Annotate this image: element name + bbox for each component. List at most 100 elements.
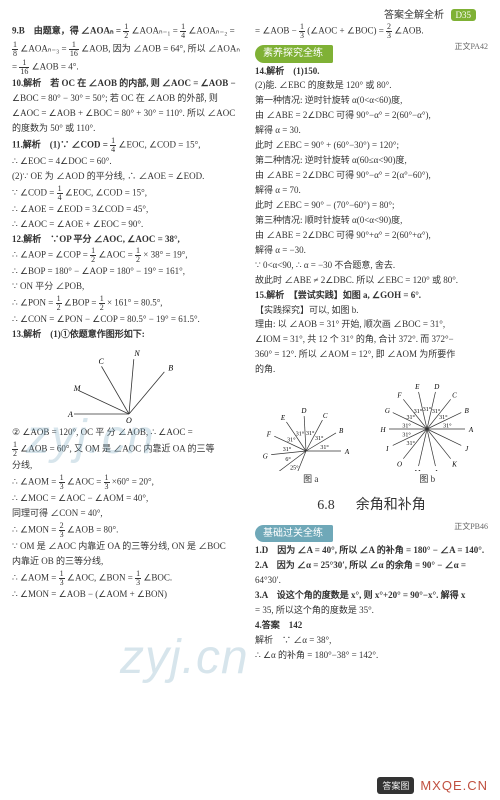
section-6-8: 6.8 余角和补角 bbox=[255, 495, 488, 517]
svg-text:E: E bbox=[414, 383, 420, 391]
svg-text:31°: 31° bbox=[320, 444, 329, 451]
svg-text:M: M bbox=[72, 384, 81, 393]
q14-l5: 解得 α = 30. bbox=[255, 124, 488, 138]
svg-text:E: E bbox=[280, 414, 286, 422]
b-q3l1: 3.A 设这个角的度数是 x°, 则 x°+20° = 90°−x°. 解得 x bbox=[255, 589, 488, 603]
svg-text:31°: 31° bbox=[432, 408, 441, 415]
b-q2l1: 2.A 因为 ∠α = 25°30′, 所以 ∠α 的余角 = 90° − ∠α… bbox=[255, 559, 488, 573]
svg-text:G: G bbox=[262, 452, 267, 460]
svg-text:B: B bbox=[465, 407, 470, 415]
q12-line6: ∴ ∠CON = ∠PON − ∠COP = 80.5° − 19° = 61.… bbox=[12, 313, 245, 327]
q11-line2: ∴ ∠EOC = 4∠DOC = 60°. bbox=[12, 155, 245, 169]
fig-b-wrap: ABCDEFGHIOMLKJ31°31°31°31°31°31°31°31°31… bbox=[372, 381, 482, 487]
q13-afterfig: ② ∠AOB = 120°, OC 平 分 ∠AOB, ∴ ∠AOC = bbox=[12, 426, 245, 440]
q15-head: 15.解析 【尝试实践】如图 a, ∠GOH = 6°. bbox=[255, 289, 488, 303]
svg-text:M: M bbox=[414, 469, 422, 471]
svg-text:G: G bbox=[385, 407, 390, 415]
svg-text:O: O bbox=[126, 416, 132, 424]
q13-figure: AMCNBO bbox=[12, 344, 245, 424]
q15-l6: 的角. bbox=[255, 363, 488, 377]
svg-text:B: B bbox=[168, 363, 173, 372]
q14-l8: 由 ∠ABE = 2∠DBC 可得 90°−α° = 2(α°−60°), bbox=[255, 169, 488, 183]
svg-text:31°: 31° bbox=[403, 423, 412, 430]
q14-l10: 此时 ∠EBC = 90° − (70°−60°) = 80°; bbox=[255, 199, 488, 213]
q10-line1: 10.解析 若 OC 在 ∠AOB 的内部, 则 ∠AOC = ∠AOB − bbox=[12, 77, 245, 91]
fan-diagram-a: ABCDEFGHO31°31°31°31°31°31°6°25° bbox=[261, 381, 361, 471]
q13-l4: ∴ ∠AOM = 13 ∠AOC = 13 ×60° = 20°, bbox=[12, 474, 245, 491]
footer-badge: 答案图 bbox=[377, 777, 414, 794]
q13-l10: ∴ ∠AOM = 13 ∠AOC, ∠BON = 13 ∠BOC. bbox=[12, 570, 245, 587]
b-q4l3: ∴ ∠α 的补角 = 180°−38° = 142°. bbox=[255, 649, 488, 663]
q14-l15: 故此时 ∠ABE ≠ 2∠DBC. 所以 ∠EBC = 120° 或 80°. bbox=[255, 274, 488, 288]
left-column: 9.B 由题意，得 ∠AOAₙ = 12 ∠AOAₙ₋₁ = 14 ∠AOAₙ₋… bbox=[12, 23, 245, 664]
svg-text:A: A bbox=[67, 410, 73, 419]
fig-a-caption: 图 a bbox=[261, 473, 361, 487]
q13-head: 13.解析 (1)①依题意作图形如下: bbox=[12, 328, 245, 342]
q14-l14: ∵ 0<α<90, ∴ α = −30 不合题意, 舍去. bbox=[255, 259, 488, 273]
svg-text:31°: 31° bbox=[306, 430, 315, 437]
section-num: 6.8 bbox=[317, 498, 335, 513]
pill-explore-label: 素养探究全练 bbox=[255, 45, 333, 63]
q14-head: 14.解析 (1)150. bbox=[255, 65, 488, 79]
q13-l11: ∴ ∠MON = ∠AOB − (∠AOM + ∠BON) bbox=[12, 588, 245, 602]
q13-l6: 同理可得 ∠CON = 40°, bbox=[12, 507, 245, 521]
b-q1: 1.D 因为 ∠A = 40°, 所以 ∠A 的补角 = 180° − ∠A =… bbox=[255, 544, 488, 558]
content-columns: 9.B 由题意，得 ∠AOAₙ = 12 ∠AOAₙ₋₁ = 14 ∠AOAₙ₋… bbox=[0, 23, 500, 664]
q14-l2: (2)能. ∠EBC 的度数是 120° 或 80°. bbox=[255, 79, 488, 93]
q11-line4: ∵ ∠COD = 14 ∠EOC, ∠COD = 15°, bbox=[12, 185, 245, 202]
fig-a-wrap: ABCDEFGHO31°31°31°31°31°31°6°25° 图 a bbox=[261, 381, 361, 487]
q13-l5: ∴ ∠MOC = ∠AOC − ∠AOM = 40°, bbox=[12, 492, 245, 506]
q15-l2: 【实践探究】可以, 如图 b. bbox=[255, 304, 488, 318]
ref-basics: 正文PB46 bbox=[454, 521, 488, 533]
svg-text:J: J bbox=[465, 445, 469, 453]
q9-line2: 18 ∠AOAₙ₋₃ = 116 ∠AOB, 因为 ∠AOB = 64°, 所以… bbox=[12, 41, 245, 58]
header-badge: D35 bbox=[451, 9, 477, 21]
svg-text:C: C bbox=[323, 412, 328, 420]
b-q2l2: 64°30′. bbox=[255, 574, 488, 588]
q10-line2: ∠BOC = 80° − 30° = 50°; 若 OC 在 ∠AOB 的外部,… bbox=[12, 92, 245, 106]
ray-diagram: AMCNBO bbox=[59, 344, 199, 424]
svg-text:F: F bbox=[265, 431, 271, 439]
svg-text:N: N bbox=[133, 349, 140, 358]
top-continuation: = ∠AOB − 13 (∠AOC + ∠BOC) = 23 ∠AOB. bbox=[255, 23, 488, 40]
svg-text:D: D bbox=[300, 407, 306, 415]
q11-line5: ∴ ∠AOE = ∠EOD = 3∠COD = 45°, bbox=[12, 203, 245, 217]
section-pill-explore: 正文PA42 素养探究全练 bbox=[255, 41, 488, 65]
q14-l11: 第三种情况: 顺时针旋转 α(0<α<90)度, bbox=[255, 214, 488, 228]
svg-text:31°: 31° bbox=[407, 414, 416, 421]
q11-line6: ∴ ∠AOC = ∠AOE + ∠EOC = 90°. bbox=[12, 218, 245, 232]
svg-text:A: A bbox=[344, 448, 350, 456]
q13-l8: ∵ OM 是 ∠AOC 内靠近 OA 的三等分线, ON 是 ∠BOC bbox=[12, 540, 245, 554]
svg-text:L: L bbox=[434, 469, 439, 471]
q10-line4: 的度数为 50° 或 110°. bbox=[12, 122, 245, 136]
q13-l2: 12 ∠AOB = 60°, 又 OM 是 ∠AOC 内靠近 OA 的三等 bbox=[12, 441, 245, 458]
q11-line3: (2)∵ OE 为 ∠AOD 的平分线, ∴ ∠AOE = ∠EOD. bbox=[12, 170, 245, 184]
footer: 答案图 MXQE.CN bbox=[377, 777, 488, 794]
svg-text:31°: 31° bbox=[403, 432, 412, 439]
fan-diagram-b: ABCDEFGHIOMLKJ31°31°31°31°31°31°31°31°31… bbox=[372, 381, 482, 471]
svg-text:31°: 31° bbox=[414, 408, 423, 415]
ref-explore: 正文PA42 bbox=[455, 41, 489, 53]
pill-basics-label: 基础过关全练 bbox=[255, 525, 333, 543]
section-title-text: 余角和补角 bbox=[356, 498, 426, 513]
q13-l7: ∴ ∠MON = 23 ∠AOB = 80°. bbox=[12, 522, 245, 539]
q14-l13: 解得 α = −30. bbox=[255, 244, 488, 258]
b-q3l2: = 35, 所以这个角的度数是 35°. bbox=[255, 604, 488, 618]
svg-text:31°: 31° bbox=[315, 435, 324, 442]
q15-l3: 理由: 以 ∠AOB = 31° 开始, 顺次画 ∠BOC = 31°, bbox=[255, 318, 488, 332]
svg-text:F: F bbox=[397, 392, 403, 400]
q12-line3: ∴ ∠BOP = 180° − ∠AOP = 180° − 19° = 161°… bbox=[12, 265, 245, 279]
b-q4l1: 4.答案 142 bbox=[255, 619, 488, 633]
svg-text:31°: 31° bbox=[443, 423, 452, 430]
q12-line4: ∵ ON 平分 ∠POB, bbox=[12, 280, 245, 294]
q9-line3: = 116 ∠AOB = 4°. bbox=[12, 59, 245, 76]
section-pill-basics: 正文PB46 基础过关全练 bbox=[255, 521, 488, 545]
svg-text:B: B bbox=[339, 427, 344, 435]
q14-l6: 此时 ∠EBC = 90° + (60°−30°) = 120°; bbox=[255, 139, 488, 153]
q10-line3: ∠AOC = ∠AOB + ∠BOC = 80° + 30° = 110°. 所… bbox=[12, 107, 245, 121]
header-text: 答案全解全析 bbox=[384, 10, 444, 21]
q12-line2: ∴ ∠AOP = ∠COP = 12 ∠AOC = 12 × 38° = 19°… bbox=[12, 247, 245, 264]
q14-l3: 第一种情况: 逆时针旋转 α(0<α<60)度, bbox=[255, 94, 488, 108]
svg-text:K: K bbox=[451, 461, 457, 469]
svg-text:I: I bbox=[385, 445, 389, 453]
